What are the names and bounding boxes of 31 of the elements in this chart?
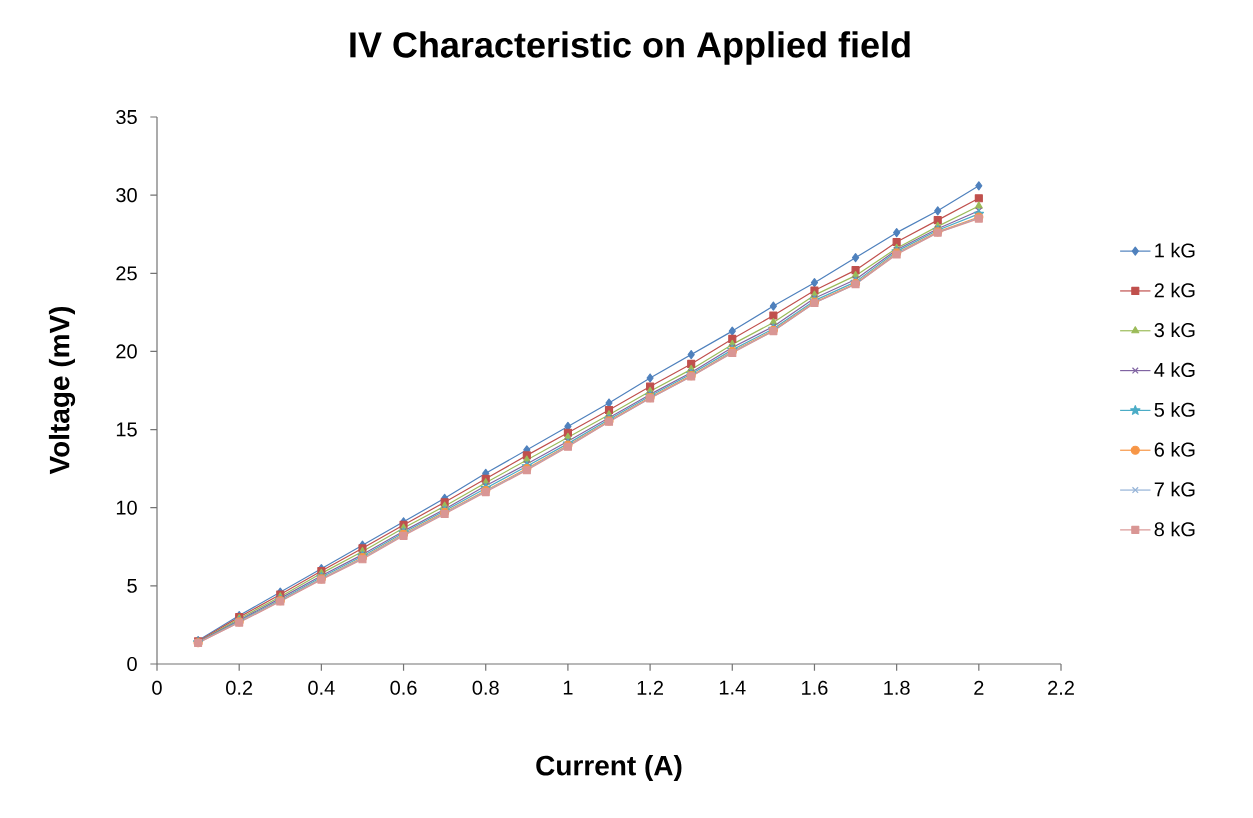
x-tick-label: 2.2 [1048, 680, 1074, 695]
x-axis-title: Current (A) [536, 754, 682, 782]
y-tick-label: 0 [127, 656, 137, 672]
x-tick-label: 0.2 [226, 680, 253, 695]
x-tick-label: 1.2 [637, 680, 663, 695]
legend-label: 3 kG [1154, 322, 1195, 338]
legend-label: 4 kG [1154, 362, 1195, 378]
y-tick-label: 15 [116, 422, 137, 437]
x-tick-label: 2 [974, 680, 984, 695]
x-tick-label: 0 [152, 680, 162, 695]
x-tick-label: 0.6 [390, 680, 417, 695]
x-tick-label: 0.8 [472, 680, 499, 695]
legend-label: 7 kG [1154, 481, 1195, 497]
y-tick-label: 5 [127, 578, 137, 593]
legend-label: 6 kG [1154, 441, 1195, 457]
x-tick-label: 1.4 [719, 680, 746, 695]
y-tick-label: 20 [116, 344, 137, 359]
x-tick-label: 0.4 [308, 680, 335, 695]
y-axis-title: Voltage (mV) [48, 306, 76, 475]
legend-label: 2 kG [1154, 282, 1195, 298]
y-tick-label: 10 [116, 500, 137, 515]
x-tick-label: 1.8 [884, 680, 910, 695]
y-tick-label: 35 [116, 109, 137, 125]
y-tick-label: 25 [116, 266, 137, 281]
x-tick-label: 1.6 [802, 680, 828, 695]
legend-label: 5 kG [1154, 402, 1195, 417]
x-tick-label: 1 [563, 680, 573, 695]
legend-label: 8 kG [1154, 521, 1195, 537]
chart-title: IV Characteristic on Applied field [350, 31, 910, 65]
y-tick-label: 30 [116, 188, 137, 203]
legend-label: 1 kG [1155, 242, 1195, 258]
